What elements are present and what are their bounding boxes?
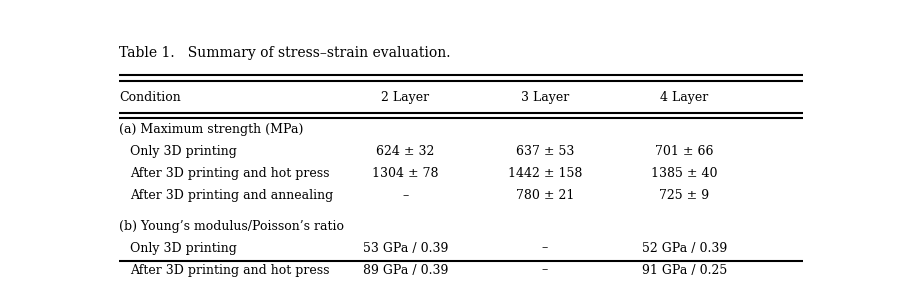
Text: 4 Layer: 4 Layer xyxy=(661,91,708,104)
Text: 725 ± 9: 725 ± 9 xyxy=(660,189,709,202)
Text: 53 GPa / 0.39: 53 GPa / 0.39 xyxy=(363,242,448,255)
Text: 3 Layer: 3 Layer xyxy=(521,91,569,104)
Text: Table 1.   Summary of stress–strain evaluation.: Table 1. Summary of stress–strain evalua… xyxy=(120,46,451,60)
Text: 89 GPa / 0.39: 89 GPa / 0.39 xyxy=(363,263,448,277)
Text: Only 3D printing: Only 3D printing xyxy=(130,242,237,255)
Text: After 3D printing and hot press: After 3D printing and hot press xyxy=(130,167,329,180)
Text: (b) Young’s modulus/Poisson’s ratio: (b) Young’s modulus/Poisson’s ratio xyxy=(120,220,345,232)
Text: 637 ± 53: 637 ± 53 xyxy=(516,145,574,158)
Text: After 3D printing and hot press: After 3D printing and hot press xyxy=(130,263,329,277)
Text: Only 3D printing: Only 3D printing xyxy=(130,145,237,158)
Text: 624 ± 32: 624 ± 32 xyxy=(376,145,435,158)
Text: –: – xyxy=(542,242,548,255)
Text: 701 ± 66: 701 ± 66 xyxy=(655,145,714,158)
Text: Condition: Condition xyxy=(120,91,181,104)
Text: After 3D printing and annealing: After 3D printing and annealing xyxy=(130,189,333,202)
Text: –: – xyxy=(402,189,409,202)
Text: 1442 ± 158: 1442 ± 158 xyxy=(508,167,582,180)
Text: –: – xyxy=(542,263,548,277)
Text: 52 GPa / 0.39: 52 GPa / 0.39 xyxy=(642,242,727,255)
Text: (a) Maximum strength (MPa): (a) Maximum strength (MPa) xyxy=(120,123,304,136)
Text: 2 Layer: 2 Layer xyxy=(382,91,429,104)
Text: 780 ± 21: 780 ± 21 xyxy=(516,189,574,202)
Text: 1385 ± 40: 1385 ± 40 xyxy=(652,167,717,180)
Text: 91 GPa / 0.25: 91 GPa / 0.25 xyxy=(642,263,727,277)
Text: 1304 ± 78: 1304 ± 78 xyxy=(373,167,438,180)
